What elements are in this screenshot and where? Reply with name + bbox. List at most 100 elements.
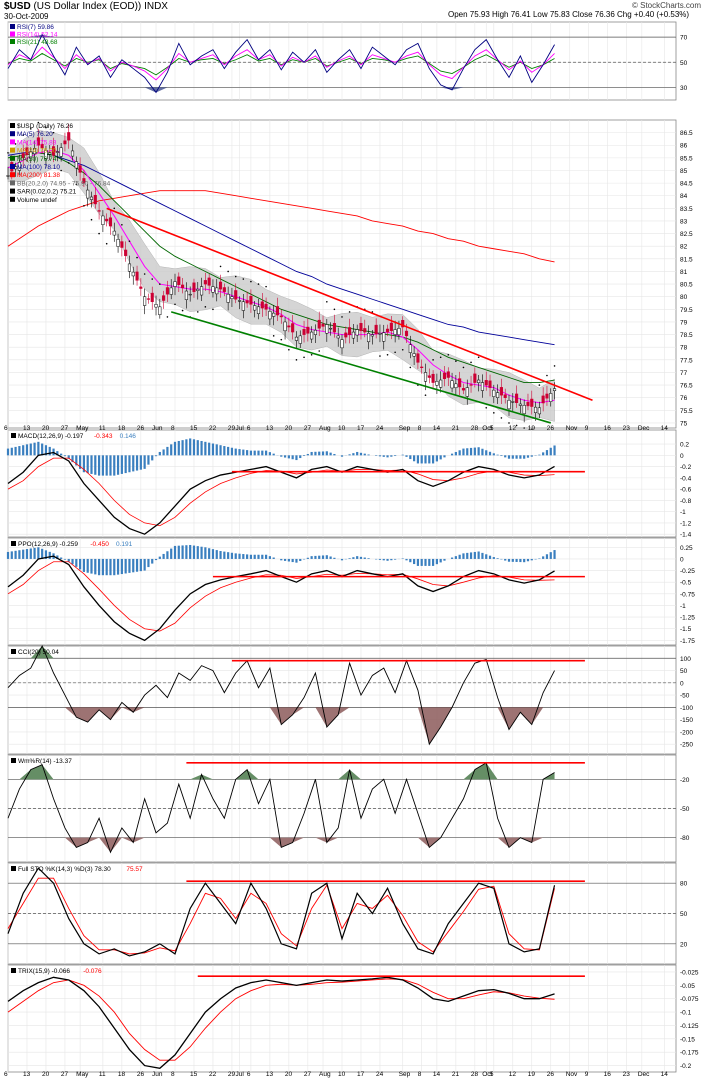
histogram-bar: [409, 455, 412, 460]
y-tick-label: 81: [680, 269, 688, 276]
histogram-bar: [424, 455, 427, 464]
candle-body: [215, 287, 219, 295]
histogram-bar: [181, 545, 184, 559]
y-tick-label: -0.05: [680, 983, 695, 990]
histogram-bar: [177, 545, 180, 559]
chart-header: $USD (US Dollar Index (EOD)) INDX: [4, 1, 168, 12]
legend-entry: RSI(21) 48.68: [17, 39, 58, 46]
legend-swatch: [10, 196, 15, 202]
x-tick-label: 5: [490, 425, 494, 432]
histogram-bar: [33, 547, 36, 559]
candle-body: [518, 403, 522, 406]
histogram-bar: [41, 443, 44, 456]
candle-body: [200, 286, 204, 296]
candle-body: [124, 249, 128, 256]
histogram-bar: [356, 556, 359, 559]
histogram-bar: [382, 455, 385, 457]
histogram-bar: [63, 558, 67, 560]
candle-body: [507, 399, 511, 410]
histogram-bar: [272, 557, 275, 559]
histogram-bar: [318, 555, 321, 559]
histogram-bar: [439, 558, 442, 563]
y-tick-label: 0: [680, 556, 684, 563]
histogram-bar: [22, 549, 25, 559]
candle-body: [291, 323, 295, 333]
sar-dot: [242, 278, 245, 280]
histogram-bar: [71, 455, 74, 463]
x-tick-label: 23: [623, 425, 631, 432]
sar-dot: [75, 183, 78, 186]
x-tick-label: 10: [338, 425, 346, 432]
histogram-bar: [86, 455, 89, 474]
y-tick-label: 79: [680, 319, 688, 326]
histogram-bar: [378, 455, 382, 457]
candle-body: [67, 132, 71, 141]
sar-dot: [455, 360, 457, 362]
rsi-line: [7, 33, 555, 94]
candle-body: [294, 336, 299, 341]
histogram-bar: [189, 544, 192, 559]
panel-7: -0.025 -0.05 -0.075 -0.1 -0.125 -0.15 -0.175 -0…: [7, 964, 699, 1073]
histogram-bar: [443, 558, 446, 561]
histogram-bar: [283, 558, 287, 561]
histogram-bar: [352, 557, 355, 559]
x-tick-label: 29: [228, 425, 236, 432]
candle-body: [393, 329, 397, 335]
candle-body: [162, 295, 166, 301]
histogram-bar: [359, 452, 363, 456]
histogram-bar: [431, 455, 435, 464]
histogram-bar: [147, 455, 150, 465]
candle-body: [385, 328, 390, 333]
x-tick-label: 22: [209, 425, 217, 432]
candle-body: [275, 306, 280, 316]
candle-body: [484, 380, 488, 386]
sar-dot: [303, 356, 305, 359]
legend-swatch: [10, 155, 15, 161]
histogram-bar: [450, 453, 454, 456]
sar-dot: [181, 309, 184, 312]
histogram-bar: [394, 558, 397, 560]
x-tick-label: 5: [490, 1071, 494, 1078]
histogram-bar: [504, 455, 507, 458]
y-tick-label: -0.2: [680, 464, 692, 471]
histogram-bar: [211, 549, 215, 559]
histogram-bar: [56, 451, 59, 456]
histogram-bar: [249, 450, 253, 456]
x-tick-label: 13: [23, 1071, 31, 1078]
sar-dot: [348, 311, 351, 313]
sar-dot: [98, 232, 100, 235]
ma100-line: [7, 152, 555, 346]
candle-body: [253, 305, 257, 311]
sar-dot: [386, 353, 389, 356]
sar-dot: [295, 359, 298, 361]
histogram-bar: [14, 550, 17, 559]
histogram-bar: [60, 557, 63, 559]
histogram-bar: [208, 548, 211, 559]
histogram-bar: [477, 447, 480, 456]
trix-signal-line: [7, 978, 555, 1061]
histogram-bar: [18, 550, 21, 559]
candle-body: [545, 393, 549, 399]
histogram-bar: [67, 558, 70, 562]
histogram-bar: [116, 558, 120, 575]
candle-body: [36, 137, 40, 146]
histogram-bar: [223, 551, 226, 559]
candle-body: [351, 331, 355, 339]
x-tick-label: 16: [604, 1071, 612, 1078]
candle-body: [48, 152, 52, 155]
x-tick-label: 8: [418, 1071, 422, 1078]
legend-entry: Wm%R(14) -13.37: [18, 758, 72, 765]
legend-entry: PPO(12,26,9) -0.259: [18, 541, 78, 548]
histogram-bar: [321, 451, 325, 456]
histogram-bar: [401, 454, 404, 456]
x-tick-label: 28: [471, 425, 479, 432]
y-tick-label: 77: [680, 370, 688, 377]
ma50-line: [7, 152, 555, 384]
histogram-bar: [128, 558, 131, 573]
candle-body: [230, 296, 234, 299]
histogram-bar: [340, 455, 344, 457]
x-tick-label: 26: [137, 1071, 145, 1078]
y-tick-label: -1.25: [680, 615, 695, 622]
histogram-bar: [359, 556, 363, 559]
sar-dot: [272, 335, 275, 337]
